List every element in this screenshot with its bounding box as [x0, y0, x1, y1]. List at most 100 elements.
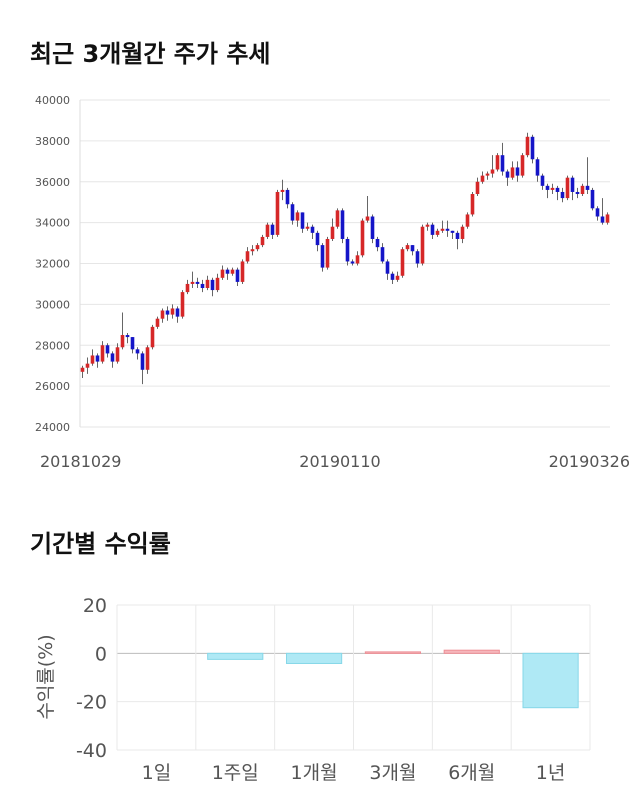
candle-body-up: [150, 326, 155, 348]
candle-body-down: [385, 261, 390, 274]
candle-y-tick-label: 30000: [35, 298, 70, 311]
candle: [325, 236, 330, 270]
candle: [515, 161, 520, 182]
return-x-tick-label: 3개월: [369, 762, 416, 784]
candle: [250, 245, 255, 256]
candle: [165, 306, 170, 321]
candle: [565, 175, 570, 201]
candle-body-up: [420, 226, 425, 264]
candle-body-up: [605, 214, 610, 223]
return-x-tick-label: 1년: [536, 762, 566, 784]
candle: [535, 157, 540, 182]
candle-body-down: [430, 224, 435, 235]
candle-body-down: [505, 171, 510, 178]
candle-body-down: [500, 155, 505, 172]
candle: [440, 220, 445, 233]
candle: [260, 234, 265, 248]
candle-y-tick-label: 28000: [35, 339, 70, 352]
candle: [230, 267, 235, 276]
candle: [545, 183, 550, 199]
candle-body-down: [200, 283, 205, 289]
candle: [145, 345, 150, 374]
candle: [185, 279, 190, 295]
candle-body-up: [565, 177, 570, 199]
candle-body-up: [85, 363, 90, 368]
candle-body-down: [300, 212, 305, 229]
candle: [265, 222, 270, 239]
candle-body-down: [445, 228, 450, 231]
candle: [285, 187, 290, 209]
candle: [395, 271, 400, 282]
candle-body-down: [135, 349, 140, 354]
candle-body-down: [450, 230, 455, 233]
candle: [215, 273, 220, 293]
candle-body-down: [165, 310, 170, 315]
candle-body-down: [235, 269, 240, 282]
candle: [190, 271, 195, 289]
candle: [520, 153, 525, 178]
candle: [365, 196, 370, 223]
candle-y-tick-label: 38000: [35, 135, 70, 148]
candle-body-down: [125, 335, 130, 338]
candle: [485, 171, 490, 180]
candle-grid: [79, 99, 610, 428]
candle: [310, 224, 315, 239]
candle-body-down: [285, 189, 290, 205]
candle: [540, 173, 545, 190]
candle: [420, 224, 425, 266]
return-bar: [443, 649, 500, 654]
candle-body-down: [455, 232, 460, 239]
candle-body-down: [225, 269, 230, 274]
candle: [585, 157, 590, 195]
candle-body-down: [105, 345, 110, 354]
candle: [465, 212, 470, 229]
candle: [90, 349, 95, 366]
candle-body-up: [510, 167, 515, 178]
candle: [530, 134, 535, 164]
candle: [110, 351, 115, 368]
return-x-tick-label: 6개월: [448, 762, 495, 784]
candle: [455, 230, 460, 250]
candle-x-tick-label: 20190326: [549, 452, 630, 471]
candle: [115, 343, 120, 364]
candle-body-down: [585, 185, 590, 190]
candle: [85, 357, 90, 374]
return-grid: [116, 604, 591, 751]
candle: [135, 347, 140, 360]
candle-body-up: [240, 261, 245, 282]
candle-body-up: [440, 228, 445, 231]
return-bar: [207, 652, 264, 660]
return-bar: [285, 652, 343, 664]
candle-body-up: [115, 347, 120, 362]
candle-body-up: [525, 136, 530, 156]
candle-body-up: [160, 310, 165, 319]
candle: [345, 236, 350, 266]
candle-body-up: [480, 175, 485, 182]
candle-body-down: [95, 355, 100, 362]
candle: [435, 228, 440, 237]
candle: [595, 206, 600, 221]
candle-body-up: [250, 249, 255, 252]
candle-body-down: [140, 353, 145, 370]
candle-body-down: [415, 251, 420, 264]
candle-body-up: [495, 155, 500, 170]
candle-y-tick-label: 24000: [35, 421, 70, 434]
candle: [355, 251, 360, 266]
candle-body-up: [230, 269, 235, 274]
candle-body-up: [265, 224, 270, 237]
candle-body-down: [345, 238, 350, 262]
candle-y-tick-label: 32000: [35, 258, 70, 271]
candle-x-tick-label: 20181029: [40, 452, 121, 471]
candle-body-down: [195, 281, 200, 284]
candle-body-up: [145, 347, 150, 370]
candle-body-up: [355, 255, 360, 264]
candle-body-up: [490, 169, 495, 174]
candle-body-down: [540, 175, 545, 186]
candle: [235, 267, 240, 286]
candle: [550, 183, 555, 195]
candle: [290, 202, 295, 225]
candle: [445, 220, 450, 237]
candle-body-down: [315, 232, 320, 246]
candle: [205, 275, 210, 291]
return-x-ticks: 1일 1주일 1개월 3개월 6개월 1년: [142, 762, 566, 784]
